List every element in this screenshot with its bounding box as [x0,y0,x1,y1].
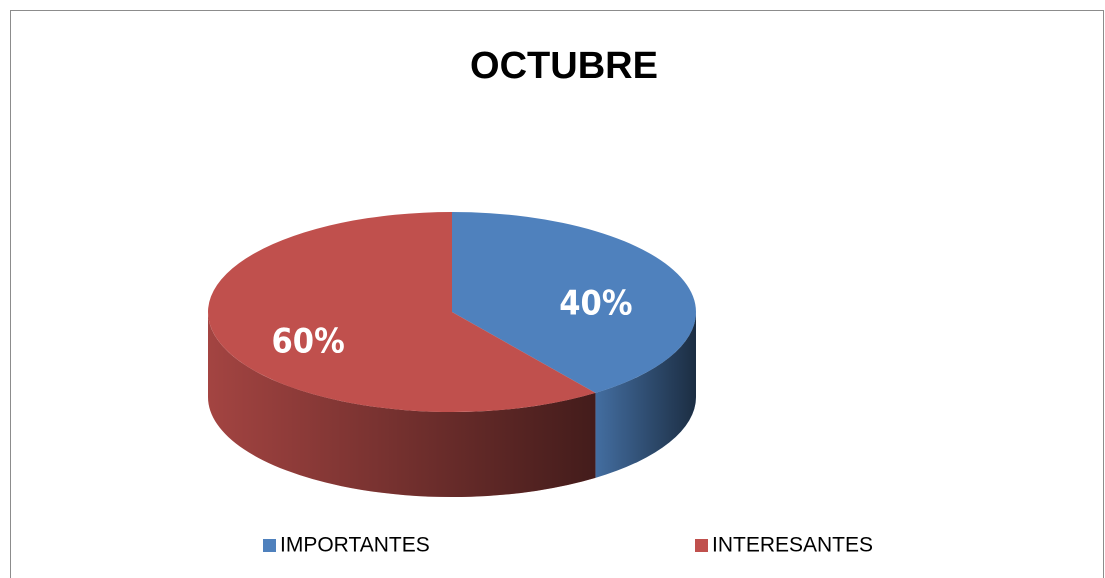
pie-slice [452,212,696,393]
pie-side-shade [595,312,696,478]
data-label: 60% [272,322,345,362]
legend-swatch [263,539,276,552]
data-label: 40% [559,283,632,323]
pie-side-shade [208,312,596,497]
legend-swatch [695,539,708,552]
legend-label: IMPORTANTES [280,534,430,557]
pie-slice [207,212,596,413]
legend-label: INTERESANTES [712,534,873,557]
chart-title: OCTUBRE [470,45,658,87]
